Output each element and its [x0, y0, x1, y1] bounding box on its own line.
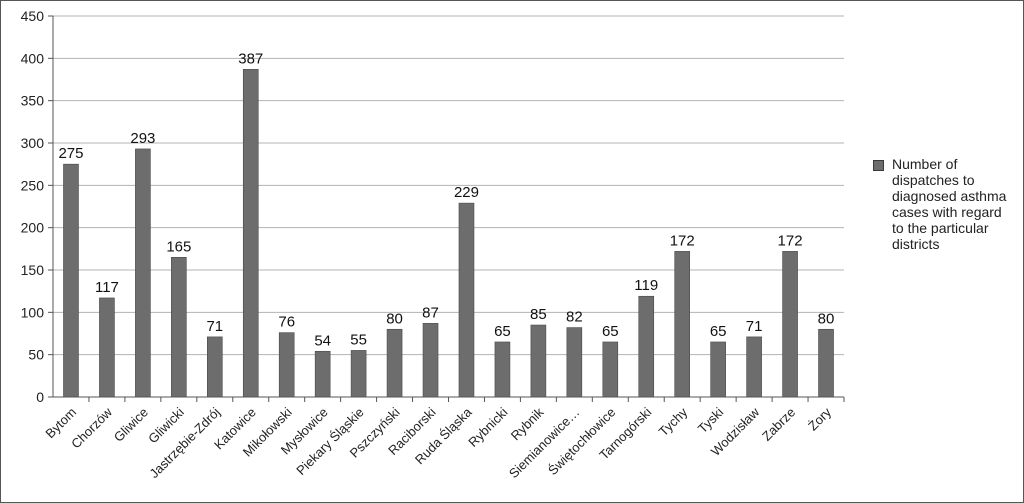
bar: [782, 251, 798, 398]
data-label: 87: [422, 304, 439, 321]
data-label: 71: [206, 318, 223, 335]
bar: [314, 350, 331, 398]
data-label: 82: [566, 309, 583, 326]
data-label: 80: [386, 310, 403, 327]
bar: [494, 341, 511, 398]
data-label: 119: [634, 277, 658, 294]
data-label: 71: [746, 318, 763, 335]
bar: [206, 336, 223, 398]
bar: [458, 202, 475, 398]
x-tick-label: Gliwice: [111, 405, 151, 445]
y-tick-label: 50: [28, 347, 44, 363]
data-label: 65: [710, 323, 727, 340]
data-label: 80: [818, 310, 835, 327]
y-tick-label: 450: [21, 8, 45, 24]
y-tick-label: 400: [21, 50, 45, 66]
y-tick-label: 150: [21, 262, 45, 278]
bar: [350, 350, 367, 398]
data-label: 76: [278, 314, 295, 331]
data-label: 65: [494, 323, 511, 340]
x-tick-label: Żory: [805, 404, 834, 433]
data-label: 117: [95, 279, 119, 296]
y-tick-label: 200: [21, 220, 45, 236]
bar: [638, 295, 655, 398]
data-label: 172: [778, 232, 803, 249]
bar: [530, 324, 547, 398]
bar: [710, 341, 726, 398]
y-tick-label: 300: [21, 135, 45, 151]
x-tick-label: Tyski: [695, 404, 727, 436]
data-label: 229: [454, 184, 479, 201]
bar: [242, 69, 259, 398]
y-tick-label: 350: [21, 93, 45, 109]
data-label: 293: [130, 130, 155, 147]
data-label: 275: [58, 145, 83, 162]
data-label: 172: [670, 232, 695, 249]
data-label: 65: [602, 323, 619, 340]
axes: [52, 16, 845, 402]
bars: [63, 69, 834, 398]
data-label: 85: [530, 306, 547, 323]
y-tick-label: 0: [36, 389, 44, 405]
y-axis-ticks: 0 50 100 150 200 250 300 350 400 450: [21, 8, 45, 405]
legend-swatch: [873, 160, 884, 171]
bar: [602, 341, 619, 398]
bar: [422, 323, 439, 398]
bar: [746, 336, 762, 398]
y-tick-label: 250: [21, 177, 45, 193]
bar: [674, 251, 691, 398]
data-label: 165: [166, 238, 191, 255]
bar: [386, 328, 403, 398]
legend-label: Number of dispatches to diagnosed asthma…: [892, 156, 1007, 252]
x-axis-tick-labels: BytomChorzówGliwiceGliwickiJastrzębie-Zd…: [42, 404, 834, 481]
bar: [566, 327, 583, 398]
x-tick-label: Rybnicki: [465, 404, 510, 449]
bar: [135, 148, 151, 398]
x-tick-label: Chorzów: [68, 404, 115, 451]
bar: [99, 297, 115, 398]
bar: [278, 332, 295, 398]
y-tick-label: 100: [21, 304, 45, 320]
data-label: 387: [238, 50, 263, 67]
data-label: 55: [350, 331, 367, 348]
x-tick-label: Zabrze: [759, 405, 798, 444]
data-label: 54: [314, 332, 331, 349]
data-labels: 275 117 293 165 71 387 76 54 55 80 87 229 65 85 82 65 11…: [58, 50, 834, 349]
x-tick-label: Tychy: [656, 404, 691, 439]
bar: [63, 163, 79, 398]
bar: [818, 328, 834, 398]
bar: [171, 256, 187, 398]
